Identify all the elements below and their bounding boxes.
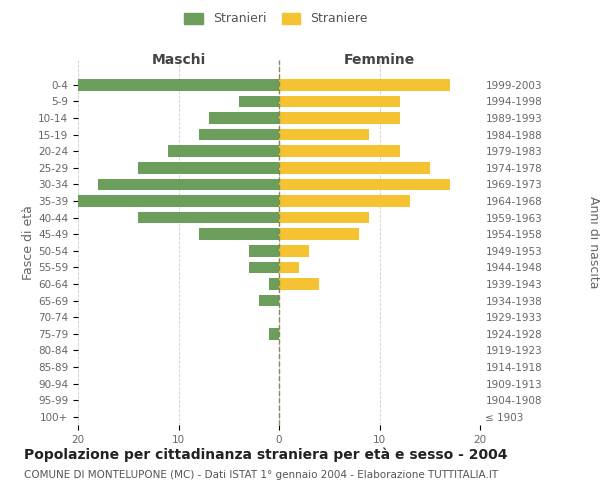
Bar [68, 79, 279, 90]
Bar [279, 112, 400, 124]
Bar [279, 278, 319, 290]
Bar [249, 262, 279, 273]
Bar [199, 129, 279, 140]
Text: Anni di nascita: Anni di nascita [587, 196, 600, 289]
Bar [279, 162, 430, 173]
Bar [239, 96, 279, 108]
Bar [279, 245, 309, 256]
Legend: Stranieri, Straniere: Stranieri, Straniere [181, 8, 371, 29]
Bar [138, 162, 279, 173]
Bar [279, 212, 370, 224]
Bar [279, 228, 359, 240]
Bar [68, 195, 279, 207]
Text: Popolazione per cittadinanza straniera per età e sesso - 2004: Popolazione per cittadinanza straniera p… [24, 448, 508, 462]
Bar [259, 295, 279, 306]
Bar [249, 245, 279, 256]
Bar [269, 328, 279, 340]
Bar [169, 146, 279, 157]
Bar [279, 79, 450, 90]
Bar [279, 96, 400, 108]
Y-axis label: Fasce di età: Fasce di età [22, 205, 35, 280]
Bar [209, 112, 279, 124]
Bar [98, 178, 279, 190]
Bar [138, 212, 279, 224]
Bar [279, 262, 299, 273]
Bar [199, 228, 279, 240]
Text: COMUNE DI MONTELUPONE (MC) - Dati ISTAT 1° gennaio 2004 - Elaborazione TUTTITALI: COMUNE DI MONTELUPONE (MC) - Dati ISTAT … [24, 470, 498, 480]
Bar [279, 129, 370, 140]
Bar [279, 178, 450, 190]
Text: Maschi: Maschi [151, 54, 206, 68]
Bar [279, 146, 400, 157]
Bar [279, 195, 410, 207]
Text: Femmine: Femmine [344, 54, 415, 68]
Bar [269, 278, 279, 290]
